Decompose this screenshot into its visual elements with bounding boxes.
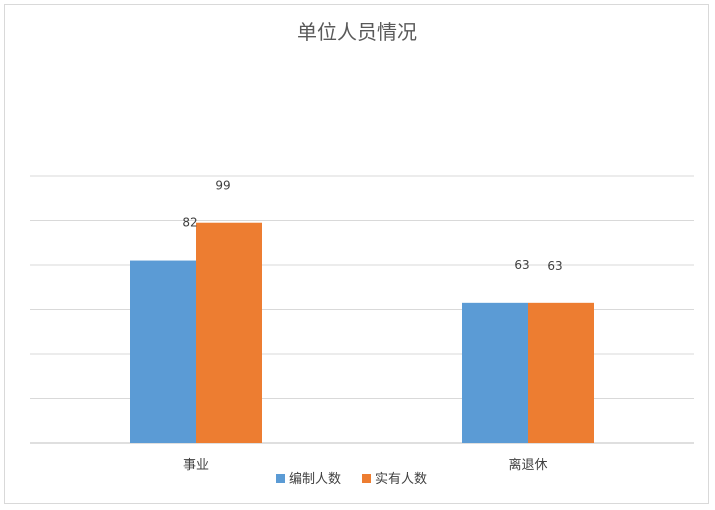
gridlines: [30, 175, 694, 444]
data-label: 63: [514, 258, 529, 272]
x-tick-label: 离退休: [508, 457, 547, 473]
x-axis-ticks: 事业 离退休: [183, 457, 548, 473]
bar-actual-1: [528, 302, 594, 443]
data-label: 63: [547, 259, 562, 273]
bar-staffing-0: [130, 260, 196, 443]
legend-swatch: [276, 474, 285, 483]
x-tick-label: 事业: [183, 458, 209, 473]
bar-staffing-1: [462, 302, 528, 443]
bars: [130, 222, 594, 443]
chart-title: 单位人员情况: [297, 20, 417, 44]
legend-label: 实有人数: [375, 472, 427, 487]
data-label: 99: [215, 179, 230, 193]
legend-label: 编制人数: [289, 472, 341, 487]
legend-swatch: [362, 474, 371, 483]
legend: 编制人数 实有人数: [276, 472, 427, 487]
data-labels: 82 99 63 63: [182, 179, 562, 273]
data-label: 82: [182, 216, 197, 230]
bar-actual-0: [196, 222, 262, 443]
